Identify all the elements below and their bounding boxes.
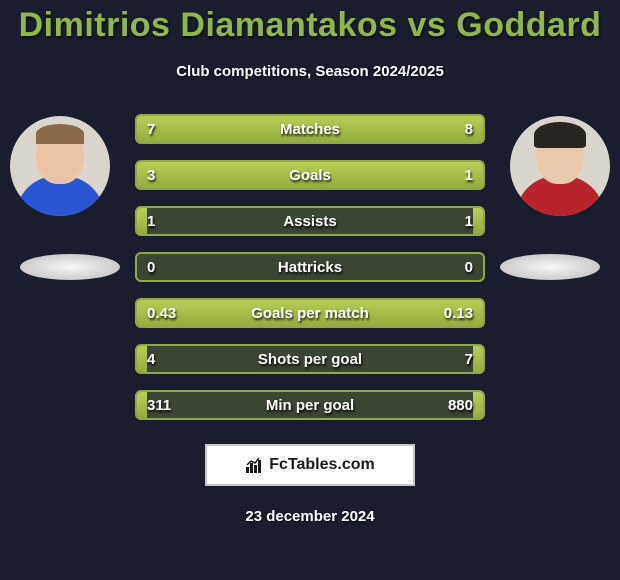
stat-row: 1 1Assists	[135, 206, 485, 236]
stat-value-left: 1	[147, 213, 155, 230]
main-area: 78Matches31Goals11Assists00Hattricks0.43…	[0, 114, 620, 420]
player-photo-right	[510, 116, 610, 216]
player-photo-left	[10, 116, 110, 216]
chart-icon	[245, 457, 265, 473]
stat-value-left: 4	[147, 351, 155, 368]
stat-value-right: 0	[465, 259, 473, 276]
stat-value-right: 0.13	[444, 305, 473, 322]
bar-fill-left	[137, 392, 147, 418]
stat-value-left: 0.43	[147, 305, 176, 322]
stat-bars: 78Matches31Goals11Assists00Hattricks0.43…	[135, 114, 485, 420]
date-text: 23 december 2024	[245, 508, 374, 525]
stat-label: Min per goal	[137, 397, 483, 414]
stat-row: 31Goals	[135, 160, 485, 190]
bar-fill-left	[137, 162, 397, 188]
bar-fill-right	[299, 116, 483, 142]
bar-fill-right	[473, 346, 483, 372]
stat-label: Assists	[137, 213, 483, 230]
stat-value-right: 7	[465, 351, 473, 368]
bar-fill-left	[137, 346, 147, 372]
bar-fill-right	[473, 392, 483, 418]
stat-label: Hattricks	[137, 259, 483, 276]
stat-value-left: 7	[147, 121, 155, 138]
stat-value-right: 8	[465, 121, 473, 138]
stat-value-left: 3	[147, 167, 155, 184]
stat-value-left: 0	[147, 259, 155, 276]
stat-value-right: 1	[465, 213, 473, 230]
bar-fill-left	[137, 300, 403, 326]
subtitle: Club competitions, Season 2024/2025	[176, 63, 444, 80]
stat-row: 0.430.13Goals per match	[135, 298, 485, 328]
stat-row: 311 880Min per goal	[135, 390, 485, 420]
bar-fill-right	[473, 208, 483, 234]
stat-value-right: 880	[448, 397, 473, 414]
stat-row: 0 0Hattricks	[135, 252, 485, 282]
stat-label: Shots per goal	[137, 351, 483, 368]
stat-value-right: 1	[465, 167, 473, 184]
stat-row: 4 7Shots per goal	[135, 344, 485, 374]
bar-fill-left	[137, 116, 299, 142]
stat-row: 78Matches	[135, 114, 485, 144]
brand-text: FcTables.com	[269, 456, 375, 474]
page-title: Dimitrios Diamantakos vs Goddard	[19, 6, 602, 45]
shadow-ellipse-right	[500, 254, 600, 280]
shadow-ellipse-left	[20, 254, 120, 280]
bar-fill-left	[137, 208, 147, 234]
stat-value-left: 311	[147, 397, 171, 414]
comparison-infographic: Dimitrios Diamantakos vs Goddard Club co…	[0, 0, 620, 580]
brand-badge[interactable]: FcTables.com	[205, 444, 415, 486]
